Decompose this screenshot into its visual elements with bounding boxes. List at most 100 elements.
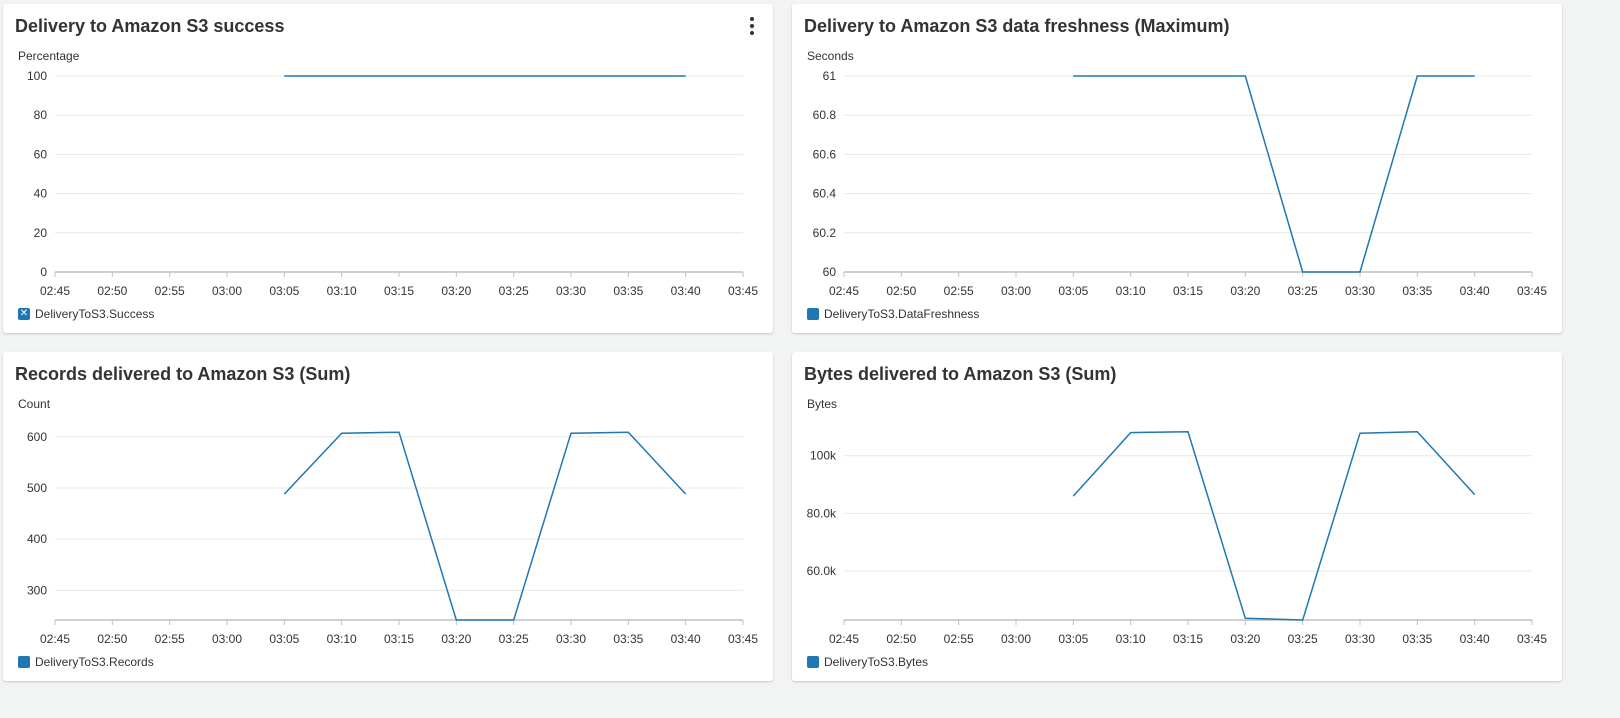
x-tick-label: 02:45 xyxy=(829,632,859,646)
x-tick-label: 02:50 xyxy=(97,632,127,646)
x-tick-label: 03:15 xyxy=(1173,284,1203,298)
x-tick-label: 03:45 xyxy=(728,632,758,646)
more-options-icon[interactable] xyxy=(745,16,759,36)
x-tick-label: 03:30 xyxy=(1345,284,1375,298)
y-tick-label: 60.0k xyxy=(807,564,837,578)
chart-title: Records delivered to Amazon S3 (Sum) xyxy=(15,364,351,384)
y-tick-label: 60.4 xyxy=(813,187,837,201)
x-tick-label: 03:15 xyxy=(1173,632,1203,646)
x-tick-label: 03:25 xyxy=(499,284,529,298)
x-tick-label: 03:35 xyxy=(613,284,643,298)
y-axis-unit: Percentage xyxy=(18,49,80,63)
x-tick-label: 03:00 xyxy=(212,284,242,298)
y-tick-label: 300 xyxy=(27,583,47,597)
x-tick-label: 02:50 xyxy=(886,284,916,298)
x-tick-label: 02:55 xyxy=(944,284,974,298)
legend-item[interactable]: DeliveryToS3.Bytes xyxy=(807,655,928,669)
chart-title: Delivery to Amazon S3 data freshness (Ma… xyxy=(804,16,1230,36)
x-tick-label: 02:55 xyxy=(155,284,185,298)
x-tick-label: 03:40 xyxy=(671,284,701,298)
x-tick-label: 03:25 xyxy=(1288,632,1318,646)
legend-label: DeliveryToS3.Bytes xyxy=(824,655,929,669)
series-line xyxy=(283,431,687,621)
x-tick-label: 03:05 xyxy=(269,284,299,298)
x-tick-label: 03:10 xyxy=(1116,284,1146,298)
series-line xyxy=(1072,431,1476,621)
x-tick-label: 03:10 xyxy=(1116,632,1146,646)
x-tick-label: 03:20 xyxy=(441,284,471,298)
x-tick-label: 03:30 xyxy=(1345,632,1375,646)
y-tick-label: 60.2 xyxy=(813,226,837,240)
y-tick-label: 0 xyxy=(40,265,47,279)
chart-panel-data-freshness: Delivery to Amazon S3 data freshness (Ma… xyxy=(792,4,1562,333)
x-tick-label: 02:45 xyxy=(40,632,70,646)
line-chart: 60 60.2 60.4 60.6 60.8 61 02:45 02:50 02:55 03:00… xyxy=(813,69,1548,298)
x-tick-label: 03:20 xyxy=(1230,284,1260,298)
x-tick-label: 03:05 xyxy=(1058,284,1088,298)
y-tick-label: 80 xyxy=(34,108,48,122)
x-tick-label: 02:55 xyxy=(944,632,974,646)
y-tick-label: 60.8 xyxy=(813,108,837,122)
close-icon[interactable]: ✕ xyxy=(18,308,30,320)
x-tick-label: 02:50 xyxy=(886,632,916,646)
chart-panel-success: Delivery to Amazon S3 success Percentage… xyxy=(3,4,773,333)
x-tick-label: 03:00 xyxy=(212,632,242,646)
y-tick-label: 80.0k xyxy=(807,506,837,520)
x-tick-label: 03:30 xyxy=(556,284,586,298)
chart-title: Bytes delivered to Amazon S3 (Sum) xyxy=(804,364,1117,384)
legend-label: DeliveryToS3.Success xyxy=(35,307,155,321)
y-tick-label: 60 xyxy=(34,147,48,161)
y-tick-label: 40 xyxy=(34,187,48,201)
y-tick-label: 60.6 xyxy=(813,147,837,161)
y-axis-unit: Count xyxy=(18,397,51,411)
x-tick-label: 02:45 xyxy=(829,284,859,298)
y-axis-unit: Seconds xyxy=(807,49,854,63)
x-tick-label: 03:25 xyxy=(499,632,529,646)
y-tick-label: 20 xyxy=(34,226,48,240)
x-tick-label: 03:35 xyxy=(613,632,643,646)
x-tick-label: 03:40 xyxy=(1460,632,1490,646)
line-chart: 0 20 40 60 80 100 02:45 02:50 02:55 03:00 03:05 03:… xyxy=(27,69,758,298)
legend-label: DeliveryToS3.DataFreshness xyxy=(824,307,980,321)
y-tick-label: 60 xyxy=(823,265,837,279)
x-tick-label: 03:00 xyxy=(1001,632,1031,646)
line-chart: 60.0k 80.0k 100k 02:45 02:50 02:55 03:00 03:05 0… xyxy=(807,431,1547,646)
x-tick-label: 03:00 xyxy=(1001,284,1031,298)
x-tick-label: 03:35 xyxy=(1402,284,1432,298)
y-tick-label: 600 xyxy=(27,430,47,444)
x-tick-label: 03:20 xyxy=(441,632,471,646)
x-tick-label: 03:15 xyxy=(384,284,414,298)
x-tick-label: 03:10 xyxy=(327,284,357,298)
chart-panel-records: Records delivered to Amazon S3 (Sum) Cou… xyxy=(3,352,773,681)
chart-panel-bytes: Bytes delivered to Amazon S3 (Sum) Bytes… xyxy=(792,352,1562,681)
x-tick-label: 03:10 xyxy=(327,632,357,646)
legend-toggle-icon[interactable] xyxy=(18,656,30,668)
legend-label: DeliveryToS3.Records xyxy=(35,655,154,669)
line-chart: 300 400 500 600 02:45 02:50 02:55 03:00 03:05 03:… xyxy=(27,430,758,646)
x-tick-label: 03:45 xyxy=(728,284,758,298)
x-tick-label: 03:05 xyxy=(1058,632,1088,646)
y-tick-label: 400 xyxy=(27,532,47,546)
y-tick-label: 100k xyxy=(810,449,837,463)
legend-toggle-icon[interactable] xyxy=(807,656,819,668)
legend-item[interactable]: DeliveryToS3.Records xyxy=(18,655,154,669)
y-tick-label: 61 xyxy=(823,69,837,83)
x-tick-label: 03:30 xyxy=(556,632,586,646)
x-tick-label: 03:35 xyxy=(1402,632,1432,646)
x-tick-label: 02:45 xyxy=(40,284,70,298)
x-tick-label: 03:15 xyxy=(384,632,414,646)
y-tick-label: 500 xyxy=(27,481,47,495)
x-tick-label: 03:25 xyxy=(1288,284,1318,298)
legend-toggle-icon[interactable] xyxy=(807,308,819,320)
x-tick-label: 03:05 xyxy=(269,632,299,646)
x-tick-label: 03:40 xyxy=(671,632,701,646)
x-tick-label: 03:45 xyxy=(1517,632,1547,646)
x-tick-label: 03:40 xyxy=(1460,284,1490,298)
legend-item[interactable]: DeliveryToS3.DataFreshness xyxy=(807,307,979,321)
y-tick-label: 100 xyxy=(27,69,47,83)
x-tick-label: 03:45 xyxy=(1517,284,1547,298)
x-tick-label: 02:50 xyxy=(97,284,127,298)
legend-item[interactable]: ✕ DeliveryToS3.Success xyxy=(18,307,154,321)
x-tick-label: 03:20 xyxy=(1230,632,1260,646)
x-tick-label: 02:55 xyxy=(155,632,185,646)
